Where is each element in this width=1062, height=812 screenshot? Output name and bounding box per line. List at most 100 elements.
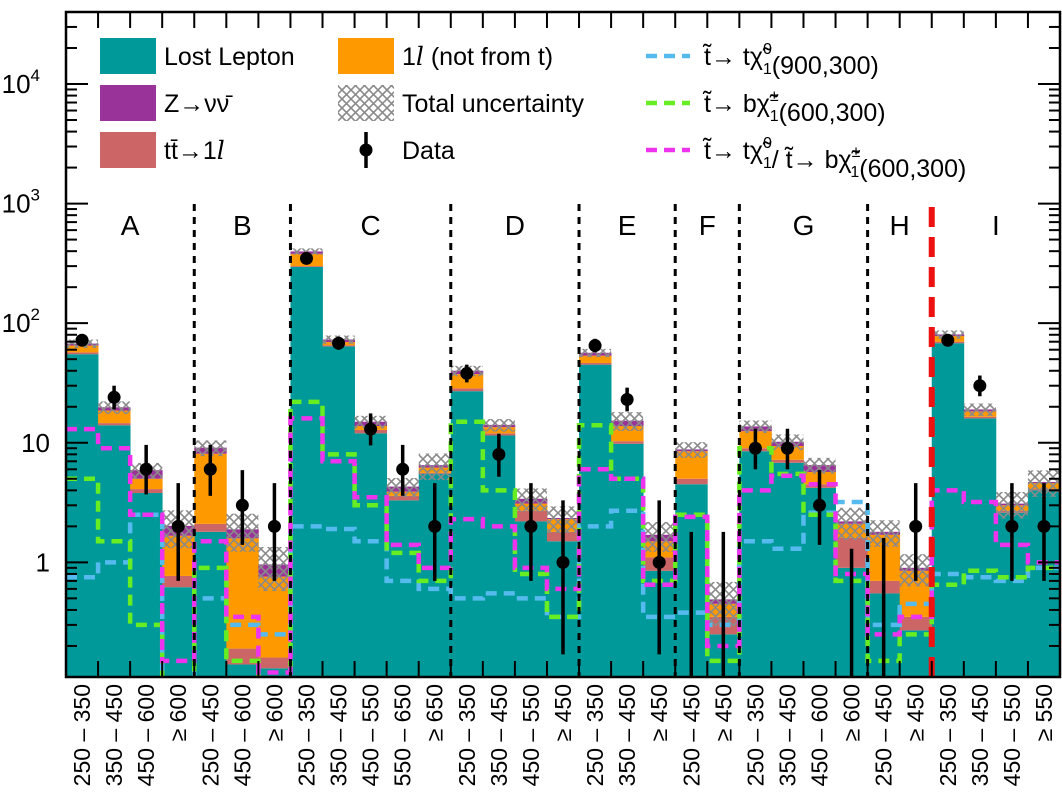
bar-lost-lepton-1 — [98, 425, 131, 677]
uncertainty-band-23 — [803, 457, 836, 474]
bar-lost-lepton-4 — [194, 531, 227, 677]
bar-lost-lepton-3 — [162, 587, 195, 677]
plot-frame — [64, 10, 1062, 679]
bar-lost-lepton-7 — [290, 266, 323, 677]
data-point-14 — [524, 519, 538, 533]
legend-label: Total uncertainty — [402, 90, 585, 118]
x-bin-label: 250 – 350 — [582, 684, 608, 786]
y-tick-label-exponent: 4 — [31, 66, 40, 85]
bar-1l-not-from-t--0 — [66, 345, 99, 353]
legend-swatch — [100, 38, 156, 74]
y-tick-label: 10 — [21, 428, 50, 458]
region-separators-layer — [192, 204, 935, 677]
region-label-c: C — [360, 210, 380, 241]
uncertainty-band-19 — [675, 442, 708, 458]
legend-label-part: / t̃→ bχ̃ — [772, 146, 861, 174]
x-bin-label: 350 – 450 — [101, 684, 127, 786]
data-point-16 — [588, 339, 602, 353]
legend-entry: t̃→ tχ̃0 1(900,300) — [646, 41, 879, 80]
y-tick-label: 102 — [2, 305, 40, 338]
legend-label-part: ± — [770, 88, 779, 105]
x-bin-label: 250 – 350 — [742, 684, 768, 786]
x-bin-label: ≥ 450 — [903, 684, 929, 741]
data-point-8 — [332, 336, 346, 350]
x-bin-label: 450 – 600 — [133, 684, 159, 786]
x-bin-label: 450 – 600 — [807, 684, 833, 786]
bar-tt-1l-1 — [98, 423, 131, 426]
data-point-0 — [75, 333, 89, 347]
legend-label: t̃→ bχ̃± 1(600,300) — [702, 88, 885, 127]
x-bin-label: ≥ 550 — [1031, 684, 1057, 741]
bar-lost-lepton-16 — [579, 364, 612, 677]
bar-1l-not-from-t--16 — [579, 355, 612, 363]
legend-label: t̃→ tχ̃0 1(900,300) — [702, 41, 879, 80]
legend-label-part: 1 — [763, 61, 772, 78]
bar-lost-lepton-9 — [354, 433, 388, 677]
x-bin-label: ≥ 450 — [710, 684, 736, 741]
legend-label: Z→νν̄ — [164, 90, 233, 118]
data-point-5 — [235, 498, 249, 512]
data-point-28 — [973, 379, 987, 393]
x-bin-label: 350 – 450 — [614, 684, 640, 786]
region-label-g: G — [793, 210, 815, 241]
bar-lost-lepton-26 — [899, 630, 933, 677]
bar-tt-1l-19 — [675, 478, 708, 485]
legend-label-part: t̃→ tχ̃ — [702, 137, 772, 165]
region-label-h: H — [890, 210, 910, 241]
bar-tt-1l-10 — [386, 495, 420, 501]
data-point-29 — [1005, 519, 1019, 533]
legend: Lost Lepton 1l (not from t) t̃→ tχ̃0 1(900,… — [100, 38, 966, 183]
bar-1l-not-from-t--5 — [226, 538, 259, 649]
bar-lost-lepton-5 — [226, 664, 259, 677]
legend-swatch — [100, 132, 156, 168]
region-label-e: E — [618, 210, 637, 241]
bar-lost-lepton-10 — [386, 500, 420, 677]
data-point-30 — [1037, 519, 1051, 533]
legend-label-part: Total uncertainty — [402, 90, 585, 118]
data-point-7 — [299, 251, 313, 265]
legend-label-part: 0 — [763, 135, 772, 152]
legend-swatch — [100, 85, 156, 121]
y-tick-label: 103 — [2, 186, 40, 219]
bar-tt-1l-26 — [899, 616, 933, 631]
legend-entry: Z→νν̄ — [100, 85, 233, 121]
x-bin-label: 450 – 600 — [229, 684, 255, 786]
data-point-21 — [748, 441, 762, 455]
bar-tt-1l-3 — [162, 575, 195, 588]
legend-label-part: 0 — [763, 41, 772, 58]
data-point-2 — [139, 462, 153, 476]
region-label-d: D — [505, 210, 525, 241]
x-bin-label: 450 – 550 — [358, 684, 384, 786]
uncertainty-band-17 — [611, 412, 644, 431]
data-point-26 — [909, 519, 923, 533]
bar-lost-lepton-27 — [931, 343, 965, 677]
y-tick-label-exponent: 3 — [31, 186, 40, 205]
legend-label-part: ± — [852, 144, 861, 161]
bar-lost-lepton-28 — [963, 418, 997, 677]
x-bin-label: ≥ 650 — [422, 684, 448, 741]
region-label-a: A — [121, 210, 140, 241]
region-label-b: B — [233, 210, 252, 241]
legend-marker — [359, 143, 373, 157]
bar-tt-1l-6 — [258, 657, 291, 669]
legend-label: Data — [402, 137, 455, 165]
bar-tt-1l-7 — [290, 266, 323, 267]
legend-ell: l — [416, 42, 424, 71]
x-bin-label: 350 – 450 — [774, 684, 800, 786]
data-point-15 — [556, 555, 570, 569]
bar-tt-1l-4 — [194, 523, 227, 532]
legend-label-part: (600,300) — [779, 99, 886, 127]
legend-label-part: Data — [402, 137, 455, 165]
data-point-10 — [396, 462, 410, 476]
frame-layer — [64, 10, 1062, 679]
legend-swatch-hatch — [338, 85, 394, 121]
data-point-6 — [267, 519, 281, 533]
legend-label-part: 1 — [770, 108, 779, 125]
uncertainty-band-11 — [418, 453, 451, 481]
data-points-layer — [75, 251, 1051, 677]
bar-tt-1l-28 — [963, 416, 997, 419]
uncertainty-band-7 — [290, 248, 323, 255]
legend-label-part: (not from t) — [424, 43, 553, 71]
x-bin-label: 350 – 450 — [967, 684, 993, 786]
